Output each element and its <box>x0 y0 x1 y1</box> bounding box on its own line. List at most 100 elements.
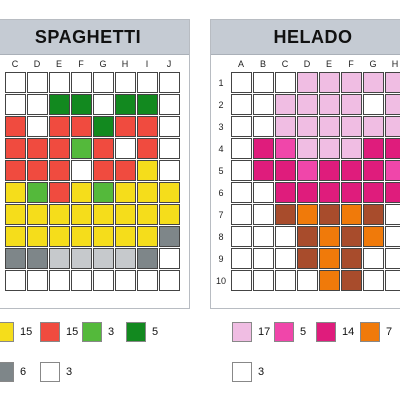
spaghetti-col-label: J <box>166 59 172 69</box>
helado-grid-cell <box>319 160 340 181</box>
helado-grid-cell <box>253 116 274 137</box>
helado-grid-cell <box>231 248 252 269</box>
helado-legend-swatch <box>274 322 294 342</box>
spaghetti-grid-cell <box>159 72 180 93</box>
spaghetti-grid-cell <box>27 204 48 225</box>
helado-grid-cell <box>231 94 252 115</box>
spaghetti-legend-count: 15 <box>66 326 79 338</box>
spaghetti-legend-count: 6 <box>20 366 27 378</box>
spaghetti-grid-cell <box>159 116 180 137</box>
helado-grid-cell <box>385 94 400 115</box>
spaghetti-grid-cell <box>115 248 136 269</box>
helado-grid-cell <box>297 226 318 247</box>
spaghetti-grid-cell <box>71 138 92 159</box>
helado-grid-cell <box>275 116 296 137</box>
spaghetti-col-label: I <box>145 59 149 69</box>
helado-row-label: 4 <box>218 144 224 154</box>
spaghetti-grid-cell <box>93 160 114 181</box>
helado-grid-cell <box>231 270 252 291</box>
spaghetti-col-label: G <box>99 59 107 69</box>
helado-grid-cell <box>363 160 384 181</box>
spaghetti-grid-cell <box>93 248 114 269</box>
spaghetti-grid-cell <box>137 204 158 225</box>
spaghetti-grid-cell <box>49 116 70 137</box>
helado-grid-cell <box>385 160 400 181</box>
spaghetti-grid-cell <box>27 160 48 181</box>
spaghetti-card: SPAGHETTI C D E F G H I J <box>0 19 190 309</box>
spaghetti-grid-cell <box>137 94 158 115</box>
helado-grid-cell <box>341 270 362 291</box>
helado-grid-cell <box>319 204 340 225</box>
spaghetti-grid-cell <box>93 116 114 137</box>
spaghetti-grid-cell <box>49 204 70 225</box>
helado-grid-cell <box>363 72 384 93</box>
spaghetti-grid-cell <box>5 182 26 203</box>
spaghetti-grid-cell <box>5 204 26 225</box>
spaghetti-grid-cell <box>115 270 136 291</box>
helado-row-label: 7 <box>218 210 224 220</box>
helado-grid-cell <box>385 72 400 93</box>
helado-grid-cell <box>275 226 296 247</box>
helado-legend-item: 7 <box>360 322 392 342</box>
helado-grid-cell <box>297 116 318 137</box>
spaghetti-grid-cell <box>27 138 48 159</box>
helado-row-label: 2 <box>218 100 224 110</box>
spaghetti-col-label: H <box>121 59 129 69</box>
spaghetti-grid-cell <box>27 72 48 93</box>
helado-grid-cell <box>319 248 340 269</box>
spaghetti-grid-cell <box>49 160 70 181</box>
spaghetti-grid-cell <box>115 72 136 93</box>
spaghetti-legend-swatch <box>40 322 60 342</box>
helado-grid-cell <box>319 182 340 203</box>
spaghetti-grid-cell <box>137 116 158 137</box>
helado-grid-cell <box>363 226 384 247</box>
helado-row-label: 8 <box>218 232 224 242</box>
spaghetti-grid-cell <box>115 204 136 225</box>
helado-grid-cell <box>231 138 252 159</box>
helado-grid-cell <box>385 138 400 159</box>
spaghetti-grid-cell <box>49 94 70 115</box>
spaghetti-grid-cell <box>115 116 136 137</box>
helado-grid-cell <box>297 138 318 159</box>
spaghetti-grid-cell <box>5 248 26 269</box>
helado-grid-cell <box>231 160 252 181</box>
spaghetti-grid-cell <box>93 226 114 247</box>
spaghetti-grid-cell <box>71 204 92 225</box>
helado-grid-cell <box>385 182 400 203</box>
helado-col-label: A <box>237 59 244 69</box>
helado-grid-cell <box>385 116 400 137</box>
spaghetti-grid-cell <box>93 182 114 203</box>
helado-col-label: G <box>369 59 377 69</box>
spaghetti-grid-cell <box>27 270 48 291</box>
helado-grid-cell <box>385 270 400 291</box>
helado-grid-cell <box>319 226 340 247</box>
spaghetti-grid-cell <box>159 160 180 181</box>
helado-grid-cell <box>275 248 296 269</box>
helado-grid-cell <box>319 94 340 115</box>
spaghetti-grid-cell <box>5 270 26 291</box>
helado-grid-cell <box>253 204 274 225</box>
helado-grid-cell <box>297 160 318 181</box>
helado-grid-cell <box>253 270 274 291</box>
spaghetti-grid-cell <box>5 138 26 159</box>
spaghetti-legend-swatch <box>82 322 102 342</box>
helado-row-label: 10 <box>215 276 226 286</box>
helado-grid-cell <box>363 138 384 159</box>
helado-row-label: 9 <box>218 254 224 264</box>
helado-grid-cell <box>231 116 252 137</box>
spaghetti-legend-count: 3 <box>66 366 73 378</box>
helado-grid-cell <box>253 248 274 269</box>
helado-legend-item: 3 <box>232 362 264 382</box>
helado-grid-cell <box>385 248 400 269</box>
spaghetti-grid-cell <box>27 226 48 247</box>
spaghetti-col-label: E <box>55 59 62 69</box>
helado-legend-count: 3 <box>258 366 265 378</box>
spaghetti-title: SPAGHETTI <box>0 20 189 55</box>
helado-legend-item: 14 <box>316 322 354 342</box>
spaghetti-grid-cell <box>159 94 180 115</box>
helado-row-label: 1 <box>218 78 224 88</box>
spaghetti-grid-cell <box>5 72 26 93</box>
helado-grid-cell <box>231 72 252 93</box>
helado-grid-cell <box>341 116 362 137</box>
helado-grid-cell <box>297 182 318 203</box>
